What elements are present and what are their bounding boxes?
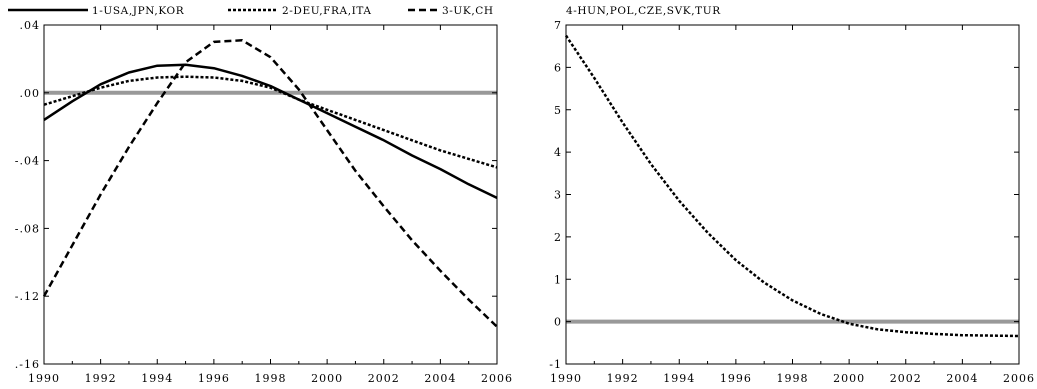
y-tick-label: 4 xyxy=(554,146,562,159)
x-tick-label: 2000 xyxy=(311,372,343,385)
chart-title: 4-HUN,POL,CZE,SVK,TUR xyxy=(566,5,721,17)
y-tick-label: -.12 xyxy=(15,290,40,303)
x-tick-label: 2004 xyxy=(424,372,456,385)
legend-label-1: 1-USA,JPN,KOR xyxy=(92,5,185,17)
y-tick-label: 1 xyxy=(554,273,562,286)
x-tick-label: 2002 xyxy=(890,372,922,385)
x-tick-label: 1990 xyxy=(28,372,60,385)
x-tick-label: 1992 xyxy=(85,372,117,385)
y-tick-label: 0 xyxy=(554,316,562,329)
legend-label-2: 2-DEU,FRA,ITA xyxy=(282,5,372,17)
x-tick-label: 1998 xyxy=(255,372,287,385)
x-tick-label: 1994 xyxy=(663,372,695,385)
y-tick-label: 7 xyxy=(554,19,562,32)
series-line-2 xyxy=(43,75,498,169)
y-tick-label: 2 xyxy=(554,231,562,244)
x-tick-label: 1996 xyxy=(198,372,230,385)
x-tick-label: 1996 xyxy=(720,372,752,385)
x-tick-label: 2006 xyxy=(481,372,513,385)
y-tick-label: -1 xyxy=(549,358,562,371)
y-tick-label: .-16 xyxy=(15,358,40,371)
x-tick-label: 1990 xyxy=(550,372,582,385)
x-tick-label: 1994 xyxy=(141,372,173,385)
series-line-1 xyxy=(564,34,1020,338)
x-tick-label: 1998 xyxy=(777,372,809,385)
plot-frame xyxy=(565,24,1020,365)
y-tick-label: 6 xyxy=(554,61,562,74)
x-tick-label: 2002 xyxy=(368,372,400,385)
x-tick-label: 2004 xyxy=(946,372,978,385)
series-line-3 xyxy=(42,39,498,328)
legend-label-3: 3-UK,CH xyxy=(442,5,494,17)
x-tick-label: 2006 xyxy=(1003,372,1035,385)
y-tick-label: .04 xyxy=(20,19,41,32)
x-tick-label: 2000 xyxy=(833,372,865,385)
y-tick-label: -.08 xyxy=(15,222,40,235)
y-tick-label: .00 xyxy=(20,87,41,100)
y-tick-label: 5 xyxy=(554,104,562,117)
y-tick-label: 3 xyxy=(554,189,562,202)
plot-frame xyxy=(43,24,498,365)
x-tick-label: 1992 xyxy=(607,372,639,385)
series-line-1 xyxy=(43,63,498,200)
chart-left: 1990 1992 1994 1996 1998 2000 2002 2004 2006 .-16… xyxy=(8,5,513,385)
chart-right: 1990 1992 1994 1996 1998 2000 2002 2004 2006 -1 0 1… xyxy=(549,5,1035,385)
y-tick-label: -.04 xyxy=(15,155,40,168)
